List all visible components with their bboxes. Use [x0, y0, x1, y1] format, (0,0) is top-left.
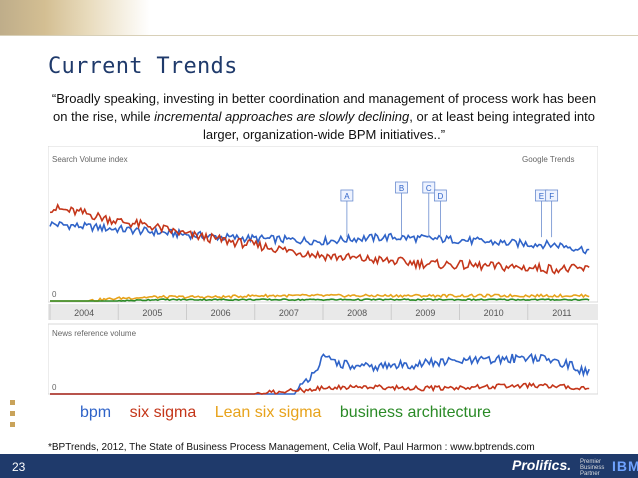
annotation-label: F: [549, 192, 554, 201]
quote-part-3: , or at least being integrated into larg…: [202, 109, 595, 142]
header-band: [0, 0, 638, 36]
legend: bpm six sigma Lean six sigma business ar…: [80, 404, 505, 422]
page-number: 23: [12, 460, 26, 474]
legend-lean-six-sigma: Lean six sigma: [214, 404, 322, 421]
annotation-flag: [422, 181, 436, 194]
annotation-flag: [395, 181, 408, 194]
legend-business-architecture: business architecture: [339, 404, 492, 421]
slide-title: Current Trends: [48, 54, 238, 79]
series-line-bpm: [49, 220, 590, 255]
x-tick-label: 2006: [211, 308, 231, 318]
source-citation: *BPTrends, 2012, The State of Business P…: [48, 442, 535, 453]
trends-chart-svg: Search Volume index Google Trends News ref…: [47, 145, 599, 395]
annotation-label: D: [437, 192, 443, 201]
brand-label: Google Trends: [522, 155, 574, 164]
y-zero-label: 0: [52, 383, 57, 392]
prolifics-logo: Prolifics.: [512, 457, 572, 473]
series-line-business-architecture: [50, 298, 590, 302]
annotation-label: B: [399, 184, 404, 193]
x-tick-label: 2011: [552, 308, 571, 318]
news-line-six-sigma: [50, 381, 590, 395]
x-tick-label: 2008: [347, 308, 367, 318]
ibm-logo: IBM: [612, 458, 638, 474]
bottom-panel-label: News reference volume: [52, 329, 137, 338]
quote-part-2: incremental approaches are slowly declin…: [154, 109, 410, 124]
trends-chart: Search Volume index Google Trends News ref…: [47, 145, 599, 396]
y-zero-label: 0: [52, 290, 57, 299]
quote: “Broadly speaking, investing in better c…: [44, 90, 604, 144]
x-tick-label: 2009: [415, 308, 435, 318]
annotation-label: C: [426, 184, 432, 193]
series-line-lean-six-sigma: [50, 293, 590, 302]
annotation-label: E: [539, 192, 544, 201]
annotation-label: A: [344, 192, 350, 201]
annotation-flag: [340, 189, 354, 202]
quote-part-1: “Broadly speaking, investing in better c…: [51, 91, 597, 124]
header-divider: [0, 35, 638, 36]
bullet-mark: [10, 422, 15, 427]
series-line-six-sigma: [49, 202, 590, 275]
bullet-mark: [10, 411, 15, 416]
legend-six-sigma: six sigma: [129, 404, 197, 421]
top-panel-bg: [47, 145, 599, 303]
bullet-mark: [10, 400, 15, 405]
x-tick-label: 2010: [484, 308, 504, 318]
header-image: [0, 0, 150, 36]
top-panel-label: Search Volume index: [52, 155, 128, 164]
annotation-flag: [545, 189, 559, 202]
x-tick-label: 2007: [279, 308, 299, 318]
x-tick-label: 2004: [74, 308, 94, 318]
footer-bar: [0, 454, 638, 478]
annotation-flag: [433, 189, 447, 202]
partner-badge: Premier Business Partner: [580, 459, 605, 477]
legend-bpm: bpm: [80, 404, 112, 421]
decorative-bullets: [10, 400, 15, 433]
news-panel-bg: [47, 323, 599, 395]
x-tick-label: 2005: [142, 308, 162, 318]
